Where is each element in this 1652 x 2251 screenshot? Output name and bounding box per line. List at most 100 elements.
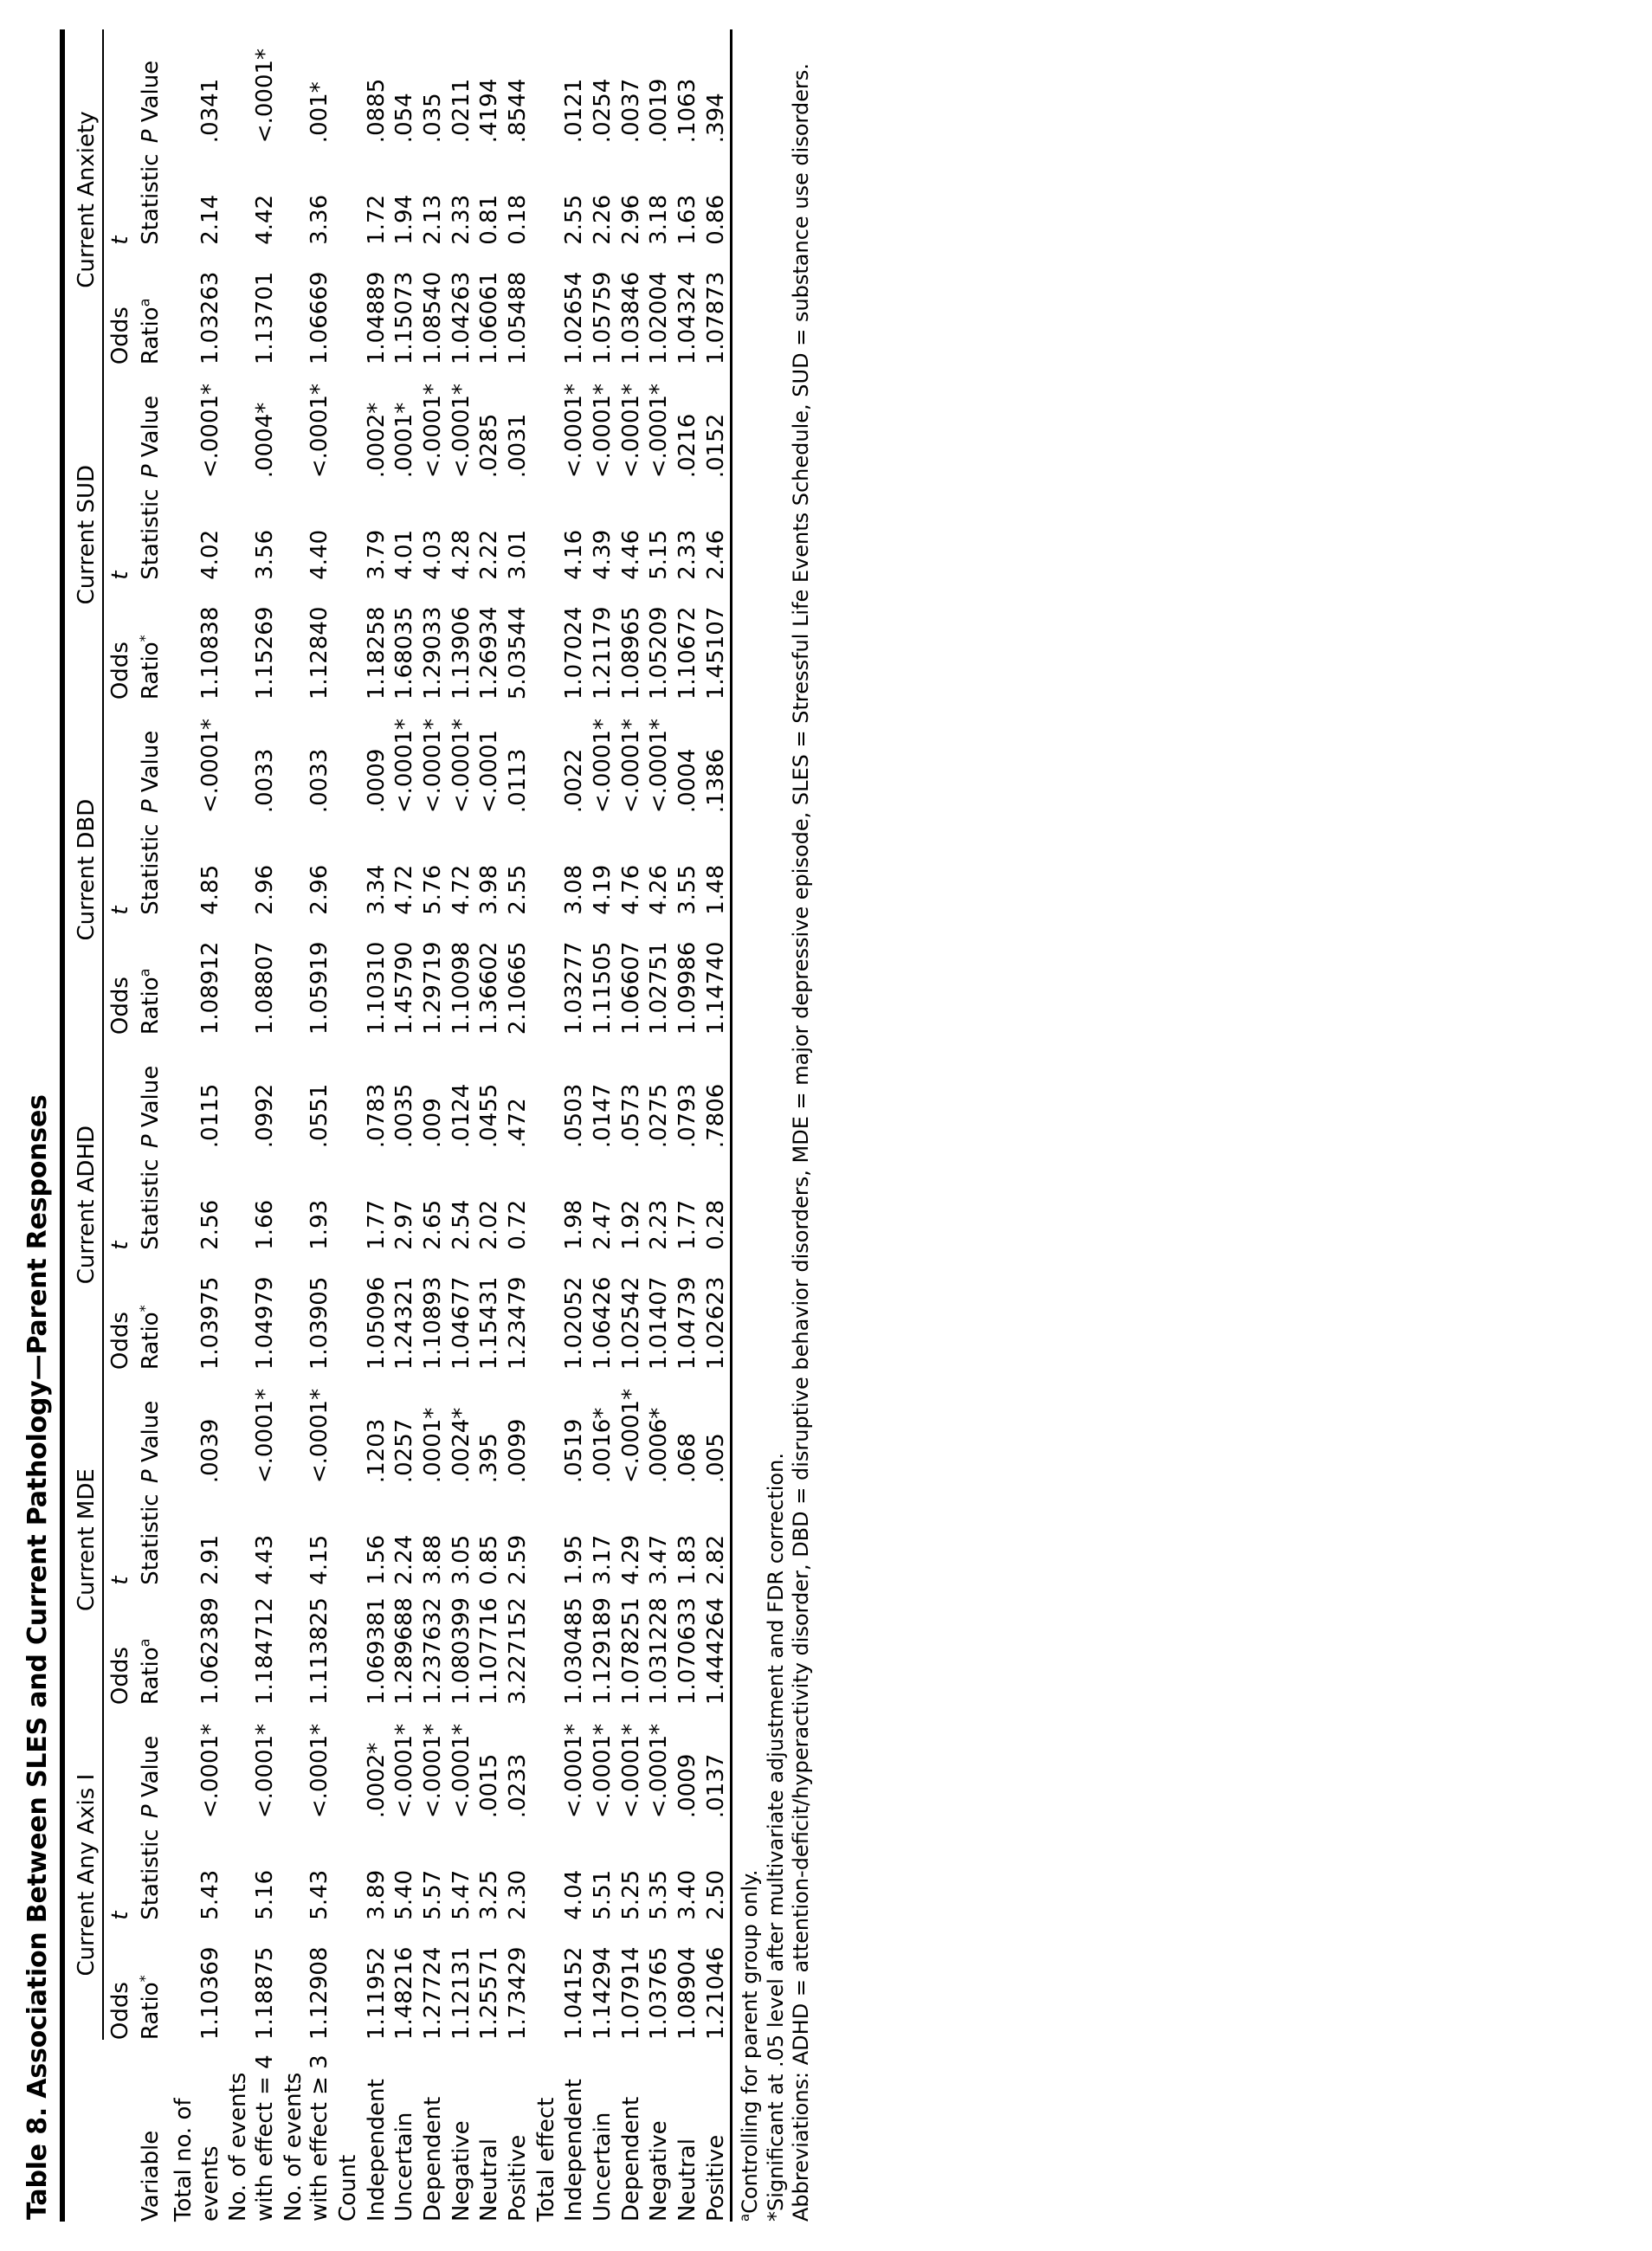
subheader-pblank-5 [103, 364, 135, 478]
cell-odds-ratio: 1.15073 [391, 271, 418, 365]
ratio-mark-6: a [136, 298, 153, 307]
cell-t-statistic: 4.76 [617, 864, 644, 915]
group-header-adhd: Current ADHD [65, 1035, 103, 1371]
cell-p-value: <.0001* [617, 383, 644, 479]
cell-p-value: .0793 [674, 1083, 701, 1149]
cell-odds-ratio: 1.14740 [702, 941, 729, 1035]
cell-p-value: .8544 [505, 78, 532, 144]
ratio-label-5: Ratio [138, 642, 165, 700]
cell-odds-ratio: 1.04979 [252, 1276, 279, 1371]
cell-p-value: .1203 [363, 1418, 390, 1484]
cell-t-statistic: 3.89 [363, 1869, 390, 1920]
cell-odds-ratio: 1.08912 [197, 941, 223, 1035]
cell-t-statistic: 5.15 [646, 529, 673, 580]
cell-odds-ratio: 1.45790 [391, 941, 418, 1035]
cell-p-value: .0099 [505, 1418, 532, 1484]
cell-t-statistic: 2.96 [307, 864, 333, 915]
cell-p-value: .0001* [391, 402, 418, 479]
cell-p-value: .0992 [252, 1083, 279, 1149]
cell-p-value: .0039 [197, 1418, 223, 1484]
cell-odds-ratio: 5.03544 [505, 606, 532, 700]
table-row: Negative 1.03765 5.35 <.0001* 1.031228 3.47 .0… [645, 29, 674, 2222]
cell-odds-ratio: 1.15269 [252, 606, 279, 700]
cell-p-value: .0022 [561, 748, 588, 814]
cell-odds-ratio: 1.11952 [363, 1946, 390, 2041]
cell-t-statistic: 4.03 [420, 529, 447, 580]
row-label: Count [335, 2154, 362, 2222]
group-header-spacer [65, 2040, 103, 2222]
cell-odds-ratio: 1.03975 [197, 1276, 223, 1371]
subheader-t-5: t [106, 571, 133, 580]
cell-p-value: .0033 [307, 748, 333, 814]
cell-t-statistic: 1.98 [561, 1199, 588, 1250]
cell-odds-ratio: 1.21046 [702, 1946, 729, 2041]
cell-t-statistic: 2.91 [197, 1534, 223, 1585]
cell-t-statistic: 3.17 [590, 1534, 616, 1585]
cell-odds-ratio: 1.06607 [617, 941, 644, 1035]
table-title: Table 8. Association Between SLES and Cu… [23, 1094, 53, 2220]
cell-t-statistic: 2.59 [505, 1534, 532, 1585]
ratio-label-1: Ratio [138, 1982, 165, 2041]
cell-odds-ratio: 1.062389 [197, 1597, 223, 1706]
cell-t-statistic: 3.56 [252, 529, 279, 580]
ratio-label-2: Ratio [138, 1647, 165, 1706]
cell-p-value: .0019 [646, 78, 673, 144]
cell-t-statistic: 4.04 [561, 1869, 588, 1920]
subheader-ratio-5: Ratio* [134, 580, 170, 700]
subheader-variable: Variable [138, 2130, 165, 2222]
cell-t-statistic: 2.54 [448, 1199, 474, 1250]
cell-odds-ratio: 1.07873 [702, 271, 729, 365]
cell-p-value: .1386 [702, 748, 729, 814]
cell-t-statistic: 2.26 [590, 194, 616, 245]
cell-t-statistic: 5.35 [646, 1869, 673, 1920]
subheader-statistic-3: Statistic [138, 1158, 165, 1250]
cell-p-value: <.0001* [448, 718, 474, 814]
cell-p-value: .0031 [505, 413, 532, 479]
cell-odds-ratio: 1.02004 [646, 271, 673, 365]
subheader-odds-3: Odds [106, 1312, 133, 1371]
cell-t-statistic: 4.16 [561, 529, 588, 580]
cell-odds-ratio: 1.03263 [197, 271, 223, 365]
cell-t-statistic: 5.57 [420, 1869, 447, 1920]
cell-t-statistic: 4.02 [197, 529, 223, 580]
ratio-label-6: Ratio [138, 306, 165, 365]
cell-odds-ratio: 1.08965 [617, 606, 644, 700]
cell-t-statistic: 4.15 [307, 1534, 333, 1585]
group-header-anxiety: Current Anxiety [65, 29, 103, 365]
cell-t-statistic: 5.16 [252, 1869, 279, 1920]
cell-p-value: <.0001* [590, 718, 616, 814]
cell-t-statistic: 1.77 [363, 1199, 390, 1250]
cell-p-value: .0519 [561, 1418, 588, 1484]
cell-p-value: .0573 [617, 1083, 644, 1149]
cell-t-statistic: 2.55 [505, 864, 532, 915]
subheader-pblank-2 [103, 1370, 135, 1483]
cell-p-value: <.0001* [646, 718, 673, 814]
cell-odds-ratio: 3.227152 [505, 1597, 532, 1706]
subheader-pvalue-5: P Value [138, 395, 165, 479]
cell-t-statistic: 1.72 [363, 194, 390, 245]
subheader-ratio-2: Ratioa [134, 1585, 170, 1705]
cell-t-statistic: 4.29 [617, 1534, 644, 1585]
group-header-sud: Current SUD [65, 364, 103, 700]
subheader-pblank-1 [103, 1705, 135, 1818]
cell-odds-ratio: 1.289688 [391, 1597, 418, 1706]
cell-p-value: .0233 [505, 1753, 532, 1819]
cell-t-statistic: 2.02 [476, 1199, 503, 1250]
subheader-ratio-3: Ratio* [134, 1250, 170, 1370]
cell-odds-ratio: 1.03846 [617, 271, 644, 365]
cell-odds-ratio: 1.02654 [561, 271, 588, 365]
cell-odds-ratio: 1.030485 [561, 1597, 588, 1706]
subheader-pblank-3 [103, 1035, 135, 1148]
cell-odds-ratio: 1.03277 [561, 941, 588, 1035]
cell-p-value: .0285 [476, 413, 503, 479]
subheader-statistic-5: Statistic [138, 488, 165, 580]
cell-t-statistic: 1.77 [674, 1199, 701, 1250]
cell-p-value: .4194 [476, 78, 503, 144]
cell-t-statistic: 3.08 [561, 864, 588, 915]
row-label: Uncertain [391, 2112, 418, 2222]
subheader-statistic-1: Statistic [138, 1829, 165, 1920]
cell-p-value: <.0001* [561, 383, 588, 479]
cell-odds-ratio: 1.13906 [448, 606, 474, 700]
cell-odds-ratio: 1.07024 [561, 606, 588, 700]
